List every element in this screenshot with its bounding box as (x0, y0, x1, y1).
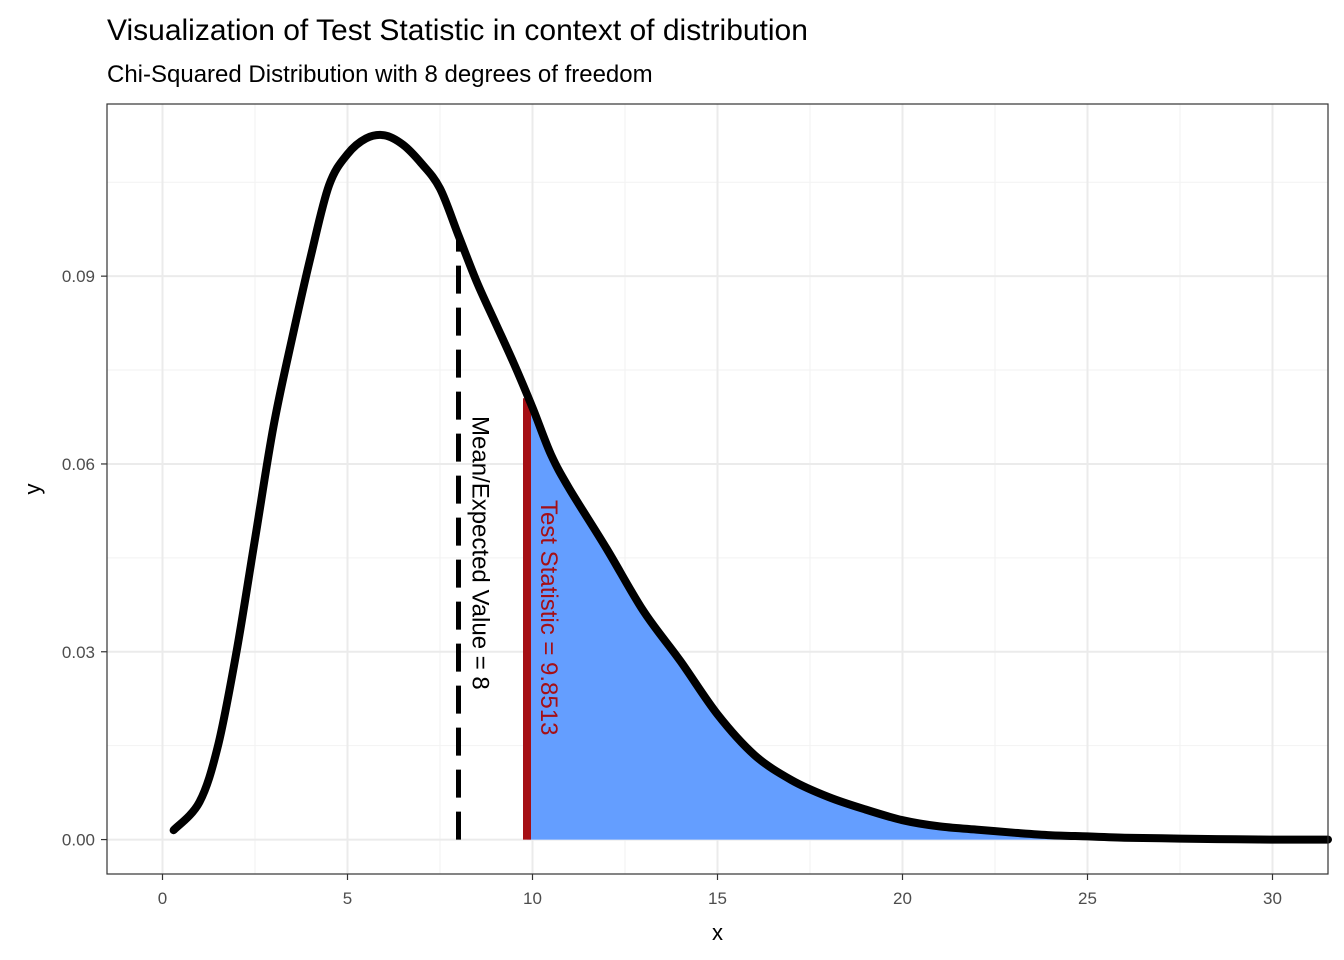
x-tick-label: 5 (343, 889, 352, 908)
x-tick-label: 15 (708, 889, 727, 908)
x-axis: 0 5 10 15 20 25 30 (158, 874, 1282, 908)
y-axis-title: y (20, 484, 45, 495)
y-tick-label: 0.06 (62, 455, 95, 474)
grid-major (107, 104, 1328, 874)
x-tick-label: 30 (1263, 889, 1282, 908)
density-curve (169, 130, 1332, 844)
mean-label: Mean/Expected Value = 8 (467, 416, 494, 690)
x-tick-label: 20 (893, 889, 912, 908)
x-tick-label: 25 (1078, 889, 1097, 908)
y-tick-label: 0.09 (62, 267, 95, 286)
test-statistic-label: Test Statistic = 9.8513 (535, 500, 562, 735)
y-axis: 0.00 0.03 0.06 0.09 (62, 267, 107, 850)
x-tick-label: 0 (158, 889, 167, 908)
chart-subtitle: Chi-Squared Distribution with 8 degrees … (107, 61, 653, 88)
x-axis-title: x (712, 920, 723, 945)
x-tick-label: 10 (523, 889, 542, 908)
y-tick-label: 0.03 (62, 643, 95, 662)
y-tick-label: 0.00 (62, 831, 95, 850)
chart-title: Visualization of Test Statistic in conte… (107, 14, 808, 47)
